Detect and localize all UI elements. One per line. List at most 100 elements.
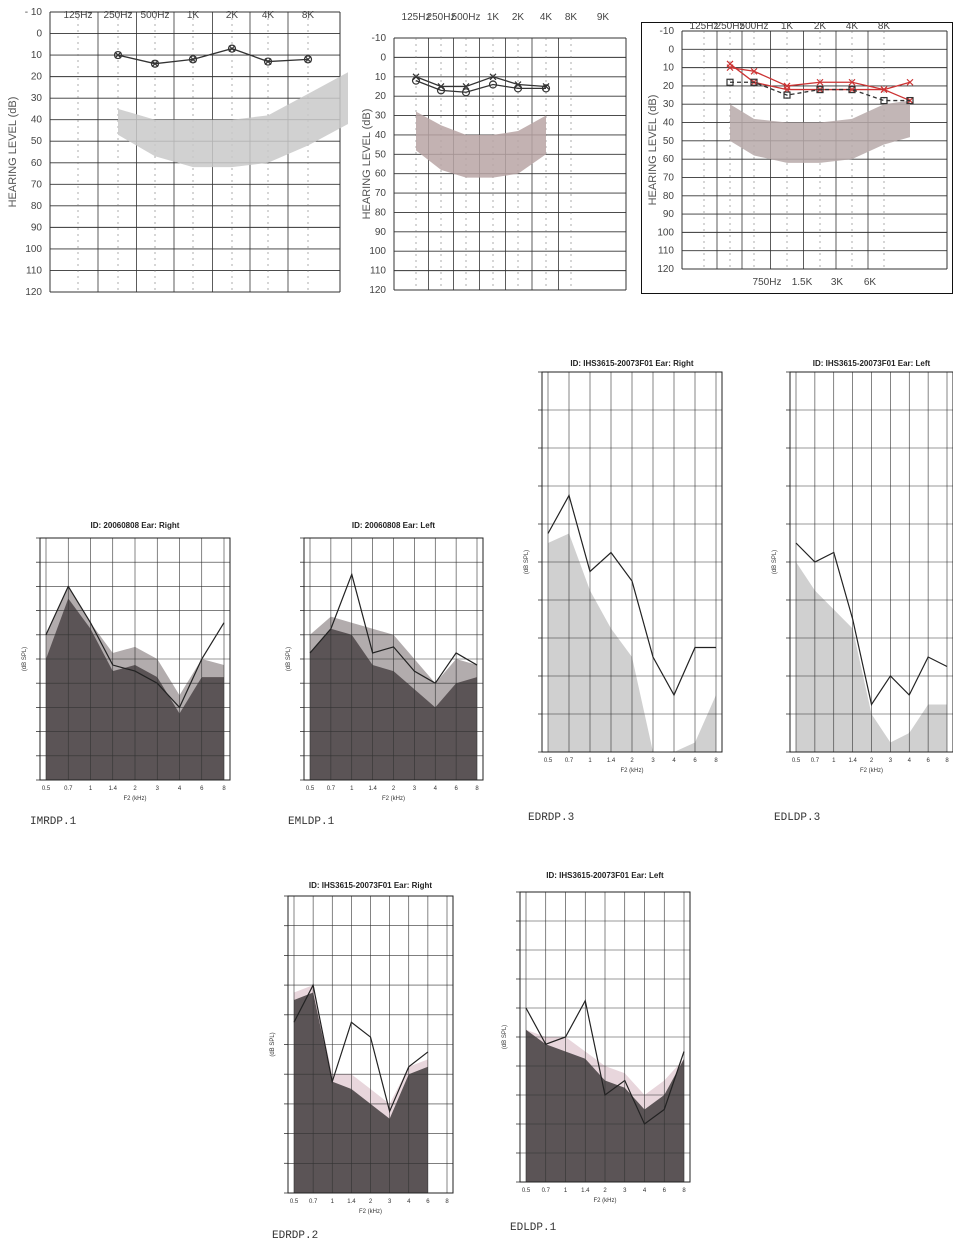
data-point-marker [303, 55, 313, 64]
data-point-marker [189, 55, 197, 63]
y-axis-label: HEARING LEVEL (dB) [7, 97, 19, 208]
data-point-marker [411, 76, 421, 85]
y-tick-label: 80 [375, 207, 387, 218]
x-tick-label: 4K [846, 21, 859, 32]
data-point-marker [783, 91, 791, 99]
dp-response-line [795, 542, 948, 707]
data-point-marker [816, 85, 824, 94]
x-tick-label: 6 [926, 758, 930, 764]
dpoae-panel-eml: ID: 20060808 Ear: Left 0.5 0.7 1 1.4 2 3 4 6 8 F2 … [258, 510, 495, 830]
dp-response-line [293, 983, 429, 1114]
y-tick-label: 90 [31, 222, 43, 233]
chart-footer-label: EDLDP.3 [774, 812, 821, 824]
y-tick-label: 100 [657, 227, 674, 238]
data-point-marker [264, 58, 272, 65]
y-tick-label: 90 [663, 209, 675, 220]
data-point-marker [114, 51, 122, 59]
x-tick-label: 0.7 [811, 758, 820, 764]
data-point-marker [750, 67, 758, 75]
dpoae-panel-edl3: ID: IHS3615-20073F01 Ear: Left 0.5 0.7 1 1.4… [748, 352, 953, 830]
x-tick-label: 9K [597, 12, 610, 23]
x-tick-label-bottom: 6K [864, 277, 877, 288]
y-tick-label: 120 [657, 264, 674, 275]
x-tick-label: 8 [445, 1199, 449, 1205]
dpoae-chart-edrdp3: ID: IHS3615-20073F01 Ear: Right 0.5 0.7 1 1.… [524, 359, 723, 774]
x-tick-label: 2 [369, 1199, 373, 1205]
x-tick-label: 1 [331, 1199, 335, 1205]
x-tick-label: 1.4 [347, 1199, 356, 1205]
data-point-marker [541, 84, 551, 93]
chart-footer-label: EDRDP.2 [272, 1230, 319, 1242]
y-tick-label: 80 [663, 191, 675, 202]
data-point-marker [880, 86, 888, 94]
data-point-marker [461, 88, 471, 97]
x-tick-label: 1.4 [607, 758, 616, 764]
y-tick-label: 110 [370, 266, 386, 277]
data-point-marker [227, 44, 237, 53]
y-tick-label: 60 [31, 158, 43, 169]
x-tick-label: 2 [870, 758, 874, 764]
x-axis-label: F2 (kHz) [124, 796, 147, 802]
y-tick-label: 40 [663, 118, 675, 129]
chart-title: ID: IHS3615-20073F01 Ear: Left [546, 871, 664, 880]
dpoae-chart-edrdp2: ID: IHS3615-20073F01 Ear: Right 0.5 0.7 1 1.… [270, 881, 454, 1215]
chart-title: ID: 20060808 Ear: Right [91, 521, 180, 530]
y-tick-label: 100 [369, 246, 386, 257]
speech-banana-region [730, 100, 910, 163]
x-axis-label: F2 (kHz) [860, 768, 883, 774]
x-tick-label: 1K [187, 10, 200, 21]
y-tick-label: 110 [26, 265, 42, 276]
series-line [415, 80, 546, 93]
x-tick-label: 6 [454, 786, 458, 792]
x-tick-label: 8K [565, 12, 578, 23]
data-point-marker [489, 73, 497, 81]
y-tick-label: 60 [375, 169, 387, 180]
chart-title: ID: IHS3615-20073F01 Ear: Left [813, 359, 931, 368]
x-tick-label: 4 [434, 786, 438, 792]
x-tick-label: 1 [89, 786, 93, 792]
audiogram-panel-3: -10 0 10 20 30 40 50 60 70 80 90 100 110 120 125Hz 250H… [641, 21, 953, 294]
dpoae-chart-emldp1: ID: 20060808 Ear: Left 0.5 0.7 1 1.4 2 3 4 6 8 F2 … [286, 521, 484, 802]
series-line [730, 81, 910, 102]
x-tick-label: 3 [651, 758, 655, 764]
y-tick-label: 110 [658, 246, 674, 257]
data-point-marker [151, 60, 159, 68]
x-tick-label: 250Hz [716, 21, 745, 32]
y-axis-label: (dB SPL) [270, 1032, 276, 1056]
x-tick-label-bottom: 1.5K [792, 277, 813, 288]
y-tick-label: 90 [375, 227, 387, 238]
x-tick-label: 1.4 [581, 1188, 590, 1194]
series-line [117, 47, 309, 65]
x-tick-label: 4 [643, 1188, 647, 1194]
x-tick-label: 2K [512, 12, 525, 23]
audiogram-panel-1: - 10 0 10 20 30 40 50 60 70 80 90 100 110 120 125Hz 250… [0, 0, 352, 298]
y-axis-label: (dB SPL) [772, 550, 778, 574]
data-point-marker [880, 96, 888, 105]
x-axis-label: F2 (kHz) [621, 768, 644, 774]
data-point-marker [228, 45, 236, 53]
x-tick-label: 3 [413, 786, 417, 792]
y-tick-label: 30 [31, 93, 43, 104]
x-tick-label: 0.7 [542, 1188, 551, 1194]
x-tick-label: 0.7 [327, 786, 336, 792]
data-point-marker [783, 82, 791, 90]
x-axis-label: F2 (kHz) [359, 1209, 382, 1215]
x-tick-label: 0.5 [42, 786, 51, 792]
dpoae-chart-imrdp1: ID: 20060808 Ear: Right 0.5 0.7 1 1.4 2 3 4 6 8 F2… [22, 521, 231, 802]
y-axis-label: HEARING LEVEL (dB) [647, 95, 659, 206]
plot-frame [519, 891, 691, 1183]
y-tick-label: 120 [25, 287, 42, 298]
x-tick-label: 3 [623, 1188, 627, 1194]
y-tick-label: 60 [663, 154, 675, 165]
x-tick-label: 2K [226, 10, 239, 21]
x-tick-label: 4K [540, 12, 553, 23]
x-tick-label: 1 [832, 758, 836, 764]
y-tick-label: 0 [380, 52, 386, 63]
data-point-marker [906, 96, 914, 105]
x-tick-label: 125Hz [64, 10, 93, 21]
y-tick-label: 0 [36, 29, 42, 40]
x-tick-label: 500Hz [740, 21, 769, 32]
x-tick-label: 125Hz [402, 12, 431, 23]
y-tick-label: 70 [31, 179, 43, 190]
audiogram-chart-3: -10 0 10 20 30 40 50 60 70 80 90 100 110 120 125Hz250H… [647, 21, 948, 288]
